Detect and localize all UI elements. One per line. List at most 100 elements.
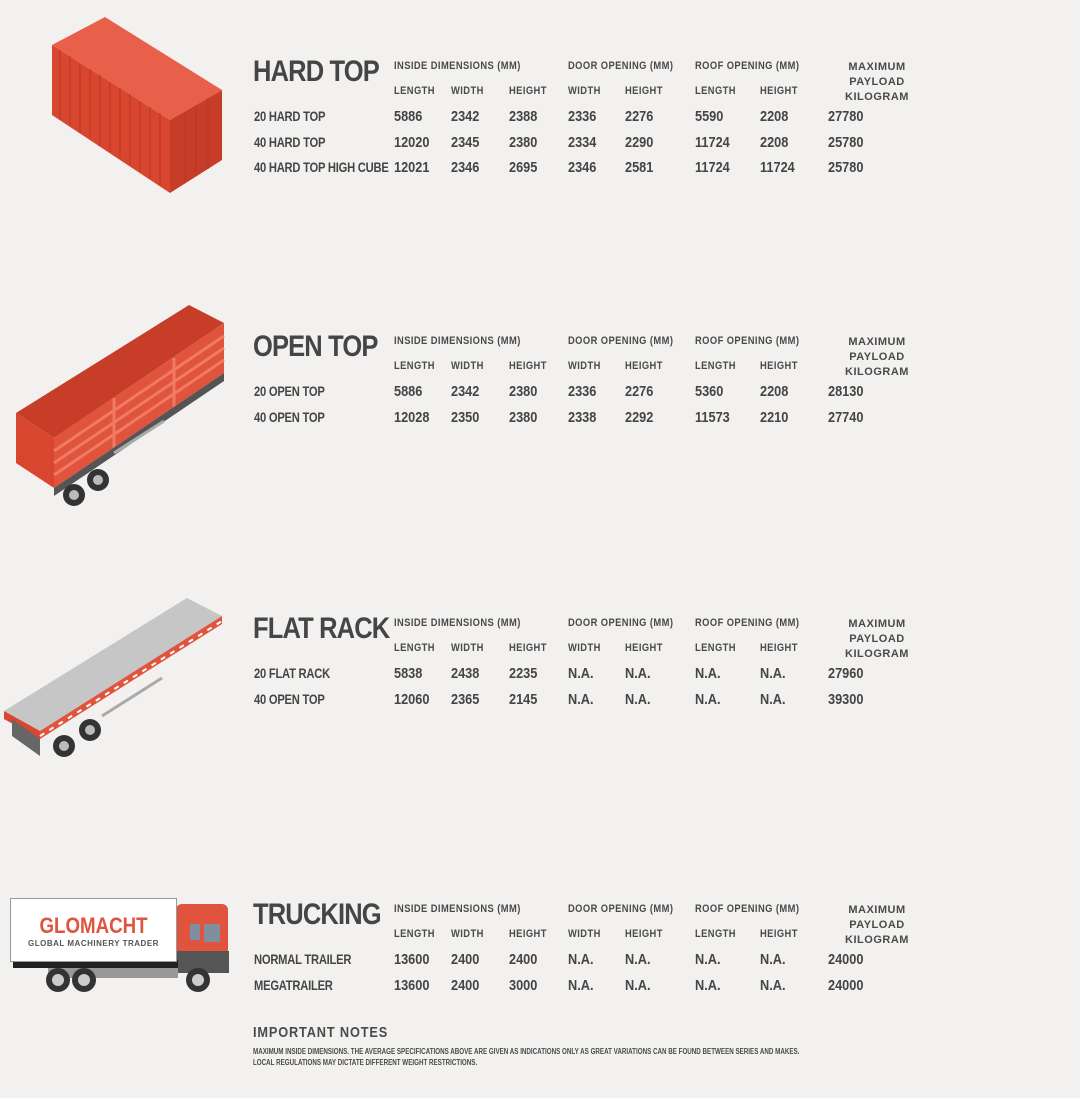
cell-value: 12028 [394,408,430,426]
sub-header: WIDTH [568,642,601,654]
cell-value: N.A. [760,690,786,708]
sub-header: HEIGHT [509,642,547,654]
section-title: OPEN TOP [253,330,378,363]
cell-value: N.A. [625,690,651,708]
cell-value: 2400 [509,951,538,968]
cell-value: 2292 [625,408,654,426]
row-name: 20 HARD TOP [254,108,326,124]
sub-header: HEIGHT [509,85,547,97]
cell-value: N.A. [695,665,721,682]
cell-value: 24000 [828,951,864,968]
sub-header: HEIGHT [625,642,663,654]
cell-value: 5360 [695,383,724,400]
cell-value: 2346 [451,159,480,176]
roof-opening-header: ROOF OPENING (MM) [695,903,800,915]
note-line: MAXIMUM INSIDE DIMENSIONS. THE AVERAGE S… [253,1047,800,1056]
cell-value: 11724 [695,159,730,176]
cell-value: N.A. [760,976,786,994]
row-name: 40 HARD TOP [254,133,326,150]
section-title: HARD TOP [253,55,380,88]
sub-header: HEIGHT [760,928,798,940]
sub-header: HEIGHT [760,360,798,372]
inside-dimensions-header: INSIDE DIMENSIONS (MM) [394,617,521,629]
sub-header: WIDTH [451,360,484,372]
note-line: LOCAL REGULATIONS MAY DICTATE DIFFERENT … [253,1058,478,1067]
cell-value: 13600 [394,976,430,994]
spec-section: OPEN TOP INSIDE DIMENSIONS (MM) DOOR OPENI… [0,330,1080,530]
cell-value: N.A. [625,976,651,994]
cell-value: 25780 [828,159,864,176]
row-name: 40 OPEN TOP [254,408,325,425]
cell-value: 5886 [394,383,423,400]
payload-unit: KILOGRAM [845,934,909,946]
cell-value: 2276 [625,383,654,400]
sub-header: WIDTH [451,928,484,940]
cell-value: 2350 [451,408,480,426]
cell-value: 27960 [828,665,864,682]
cell-value: 39300 [828,690,864,708]
sub-header: HEIGHT [760,642,798,654]
spec-section: HARD TOP INSIDE DIMENSIONS (MM) DOOR OPENI… [0,55,1080,255]
sub-header: WIDTH [568,928,601,940]
sub-header: HEIGHT [625,85,663,97]
cell-value: 2208 [760,383,789,400]
cell-value: N.A. [625,951,651,968]
cell-value: 28130 [828,383,864,400]
payload-header: MAXIMUM PAYLOAD KILOGRAM [822,617,932,662]
sub-header: HEIGHT [760,85,798,97]
cell-value: N.A. [695,690,721,708]
cell-value: N.A. [568,976,594,994]
open-top-trailer-icon [16,305,225,506]
payload-label: MAXIMUM PAYLOAD [848,904,906,931]
sub-header: LENGTH [695,85,736,97]
spec-section: TRUCKING INSIDE DIMENSIONS (MM) DOOR OPENI… [0,898,1080,1098]
cell-value: 2208 [760,133,789,151]
roof-opening-header: ROOF OPENING (MM) [695,335,800,347]
sub-header: LENGTH [695,928,736,940]
sub-header: LENGTH [394,642,435,654]
cell-value: 2145 [509,690,538,708]
cell-value: 2695 [509,159,538,176]
cell-value: 2380 [509,133,538,151]
inside-dimensions-header: INSIDE DIMENSIONS (MM) [394,335,521,347]
cell-value: 24000 [828,976,864,994]
cell-value: 2208 [760,108,789,125]
cell-value: N.A. [760,951,786,968]
sub-header: WIDTH [451,85,484,97]
cell-value: 11573 [695,408,730,426]
row-name: 40 HARD TOP HIGH CUBE [254,159,389,175]
cell-value: 2346 [568,159,597,176]
cell-value: 5886 [394,108,423,125]
cell-value: N.A. [568,951,594,968]
cell-value: 2336 [568,383,597,400]
cell-value: 5590 [695,108,724,125]
payload-unit: KILOGRAM [845,648,909,660]
roof-opening-header: ROOF OPENING (MM) [695,60,800,72]
cell-value: 2581 [625,159,654,176]
truck-box: GLOMACHT GLOBAL MACHINERY TRADER [10,898,177,962]
sub-header: LENGTH [394,928,435,940]
truck-icon: GLOMACHT GLOBAL MACHINERY TRADER [8,896,233,996]
row-name: 20 OPEN TOP [254,383,325,399]
sub-header: LENGTH [394,360,435,372]
red-container-icon [52,17,222,193]
notes-title: IMPORTANT NOTES [253,1024,389,1041]
sub-header: HEIGHT [625,360,663,372]
roof-opening-header: ROOF OPENING (MM) [695,617,800,629]
payload-header: MAXIMUM PAYLOAD KILOGRAM [822,335,932,380]
cell-value: 2342 [451,383,480,400]
cell-value: 2438 [451,665,480,682]
payload-header: MAXIMUM PAYLOAD KILOGRAM [822,903,932,948]
cell-value: 25780 [828,133,864,151]
sub-header: HEIGHT [509,360,547,372]
cell-value: 2380 [509,408,538,426]
sub-header: HEIGHT [625,928,663,940]
payload-unit: KILOGRAM [845,91,909,103]
cell-value: N.A. [625,665,651,682]
cell-value: 2235 [509,665,538,682]
section-title: FLAT RACK [253,612,390,645]
cell-value: 2388 [509,108,538,125]
payload-label: MAXIMUM PAYLOAD [848,61,906,88]
cell-value: 2380 [509,383,538,400]
cell-value: 2345 [451,133,480,151]
